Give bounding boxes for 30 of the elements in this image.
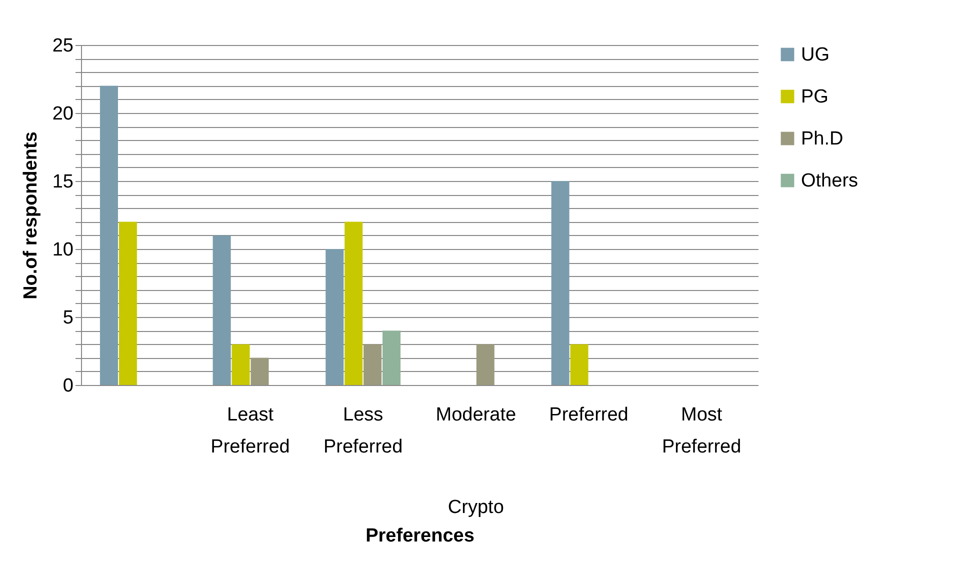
x-tick-label: Least Preferred [210,404,290,458]
legend-label: UG [801,44,830,66]
bar [382,330,401,385]
legend-label: Ph.D [801,128,844,150]
bar [100,86,118,385]
legend-label: PG [801,86,828,108]
x-tick-label: Moderate [436,404,516,426]
y-tick-label: 10 [52,240,74,260]
bar [570,344,588,385]
x-axis-title: Preferences [366,526,474,546]
bar [344,222,363,385]
bar [476,344,494,385]
bar [326,249,344,385]
bar [250,358,269,385]
bar [364,344,382,385]
y-tick-label: 5 [62,308,74,328]
x-tick-label: Most Preferred [662,404,742,458]
y-axis-title: No.of respondents [20,132,42,300]
x-tick-label: Preferred [549,404,628,426]
x-tick-label: Less Preferred [323,404,403,458]
y-tick-label: 25 [52,36,74,56]
legend-label: Others [801,170,858,192]
text: Crypto [448,497,504,518]
y-tick-label: 20 [52,104,74,124]
bar [118,222,137,385]
y-tick-label: 15 [52,172,74,192]
bar [232,344,250,385]
bar [212,235,231,385]
bar [551,181,570,385]
y-tick-label: 0 [62,376,74,396]
